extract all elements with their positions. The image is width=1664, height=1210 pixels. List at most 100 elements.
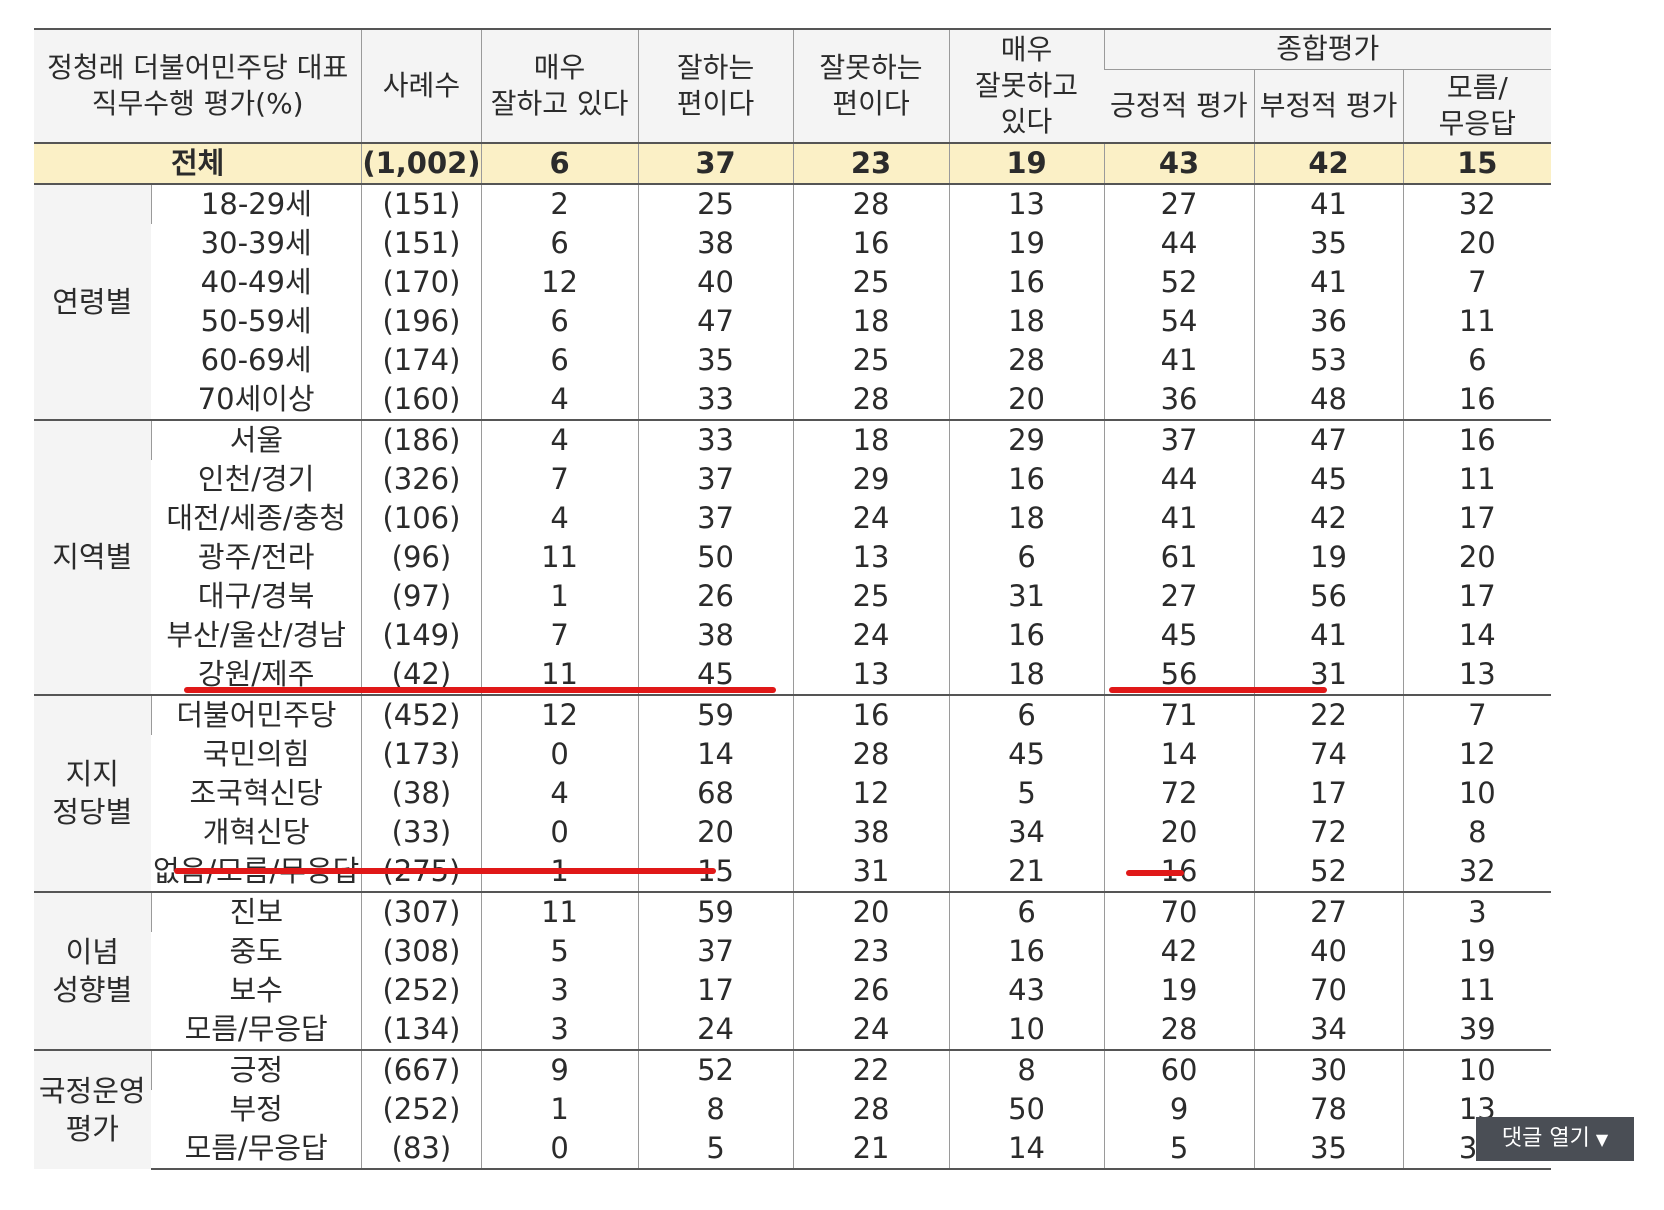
- cell-good: 47: [637, 301, 794, 341]
- table-title-line2: 직무수행 평가(%): [91, 86, 304, 120]
- cell-negative: 34: [1253, 1009, 1404, 1051]
- cell-very-good: 12: [480, 262, 639, 302]
- cell-positive: 36: [1103, 379, 1255, 421]
- cell-dont-know: 20: [1402, 223, 1552, 263]
- cell-negative: 41: [1253, 262, 1404, 302]
- cell-sample: (174): [361, 340, 482, 380]
- cell-good: 8: [637, 1089, 794, 1129]
- cell-negative: 17: [1253, 773, 1404, 813]
- cell-bad: 13: [792, 537, 950, 577]
- cell-sample: (252): [361, 1089, 482, 1129]
- cell-very-bad: 16: [948, 931, 1105, 971]
- col-header-very-good: 매우 잘하고 있다: [480, 28, 639, 143]
- cell-dont-know: 32: [1402, 183, 1552, 224]
- cell-good: 37: [637, 459, 794, 499]
- col-header-dont-know-line2: 무응답: [1438, 106, 1516, 140]
- cell-very-bad: 16: [948, 262, 1105, 302]
- cell-negative: 19: [1253, 537, 1404, 577]
- row-label: 30-39세: [200, 225, 312, 260]
- cell-very-bad: 50: [948, 1089, 1105, 1129]
- cell-very-bad: 18: [948, 654, 1105, 696]
- cell-good: 38: [637, 615, 794, 655]
- cell-very-good: 2: [480, 183, 639, 224]
- cell-positive: 19: [1103, 970, 1255, 1010]
- row-label: 보수: [229, 972, 283, 1007]
- cell-dont-know: 15: [1402, 141, 1552, 185]
- table-row: 중도 (308) 5 37 23 16 42 40 19: [34, 931, 1552, 971]
- cell-sample: (196): [361, 301, 482, 341]
- row-label: 40-49세: [200, 264, 312, 299]
- cell-bad: 23: [792, 931, 950, 971]
- col-header-positive: 긍정적 평가: [1104, 68, 1255, 143]
- open-comments-button[interactable]: 댓글 열기 ▼: [1476, 1117, 1634, 1161]
- cell-positive: 52: [1103, 262, 1255, 302]
- cell-good: 24: [637, 1009, 794, 1051]
- table-row: 광주/전라 (96) 11 50 13 6 61 19 20: [34, 537, 1552, 577]
- cell-very-bad: 5: [948, 773, 1105, 813]
- cell-very-bad: 45: [948, 734, 1105, 774]
- cell-sample: (307): [361, 890, 482, 932]
- cell-dont-know: 12: [1402, 734, 1552, 774]
- cell-very-bad: 19: [948, 223, 1105, 263]
- cell-good: 26: [637, 576, 794, 616]
- cell-good: 52: [637, 1048, 794, 1090]
- col-header-bad-line1: 잘못하는: [819, 50, 923, 84]
- table-title-line1: 정청래 더불어민주당 대표: [47, 50, 349, 84]
- col-header-bad-line2: 편이다: [832, 86, 910, 120]
- cell-positive: 45: [1103, 615, 1255, 655]
- table-row: 연령별 18-29세 (151) 2 25 28 13 27 41 32: [34, 183, 1552, 420]
- row-label: 50-59세: [200, 303, 312, 338]
- cell-very-good: 6: [480, 223, 639, 263]
- table-row: 강원/제주 (42) 11 45 13 18 56 31 13: [34, 654, 1552, 696]
- col-header-dont-know: 모름/ 무응답: [1402, 68, 1552, 143]
- cell-negative: 52: [1253, 851, 1404, 893]
- cell-dont-know: 7: [1402, 262, 1552, 302]
- row-label: 중도: [229, 933, 283, 968]
- red-underline-1: [184, 687, 776, 693]
- cell-sample: (151): [361, 223, 482, 263]
- cell-very-good: 4: [480, 773, 639, 813]
- col-header-very-bad: 매우 잘못하고 있다: [948, 28, 1105, 143]
- cell-dont-know: 10: [1402, 773, 1552, 813]
- cell-negative: 36: [1253, 301, 1404, 341]
- cell-negative: 27: [1253, 890, 1404, 932]
- cell-sample: (83): [361, 1128, 482, 1170]
- cell-very-good: 0: [480, 734, 639, 774]
- cell-sample: (97): [361, 576, 482, 616]
- cell-negative: 47: [1253, 418, 1404, 460]
- cell-dont-know: 39: [1402, 1009, 1552, 1051]
- cell-sample: (252): [361, 970, 482, 1010]
- table-row: 대전/세종/충청 (106) 4 37 24 18 41 42 17: [34, 498, 1552, 538]
- table-row: 부정 (252) 1 8 28 50 9 78 13: [34, 1089, 1552, 1129]
- cell-sample: (326): [361, 459, 482, 499]
- cell-very-bad: 21: [948, 851, 1105, 893]
- cell-very-bad: 43: [948, 970, 1105, 1010]
- cell-positive: 27: [1103, 576, 1255, 616]
- cell-very-bad: 16: [948, 459, 1105, 499]
- cell-dont-know: 6: [1402, 340, 1552, 380]
- col-header-very-good-line1: 매우: [533, 50, 586, 84]
- table-title: 정청래 더불어민주당 대표 직무수행 평가(%): [34, 28, 362, 143]
- cell-good: 14: [637, 734, 794, 774]
- cell-very-good: 4: [480, 379, 639, 421]
- red-underline-2: [1109, 687, 1327, 693]
- cell-negative: 45: [1253, 459, 1404, 499]
- cell-very-bad: 14: [948, 1128, 1105, 1170]
- cell-positive: 28: [1103, 1009, 1255, 1051]
- group-label-line2: 정당별: [52, 795, 133, 829]
- cell-bad: 26: [792, 970, 950, 1010]
- cell-good: 25: [637, 183, 794, 224]
- cell-good: 17: [637, 970, 794, 1010]
- cell-dont-know: 16: [1402, 418, 1552, 460]
- table-row: 50-59세 (196) 6 47 18 18 54 36 11: [34, 301, 1552, 341]
- cell-positive: 43: [1103, 141, 1255, 185]
- group-label: 국정운영 평가: [34, 1048, 151, 1169]
- cell-dont-know: 20: [1402, 537, 1552, 577]
- cell-very-bad: 20: [948, 379, 1105, 421]
- table-row: 대구/경북 (97) 1 26 25 31 27 56 17: [34, 576, 1552, 616]
- row-label: 대전/세종/충청: [166, 500, 346, 535]
- cell-negative: 53: [1253, 340, 1404, 380]
- row-label: 인천/경기: [197, 461, 315, 496]
- cell-very-bad: 10: [948, 1009, 1105, 1051]
- cell-positive: 9: [1103, 1089, 1255, 1129]
